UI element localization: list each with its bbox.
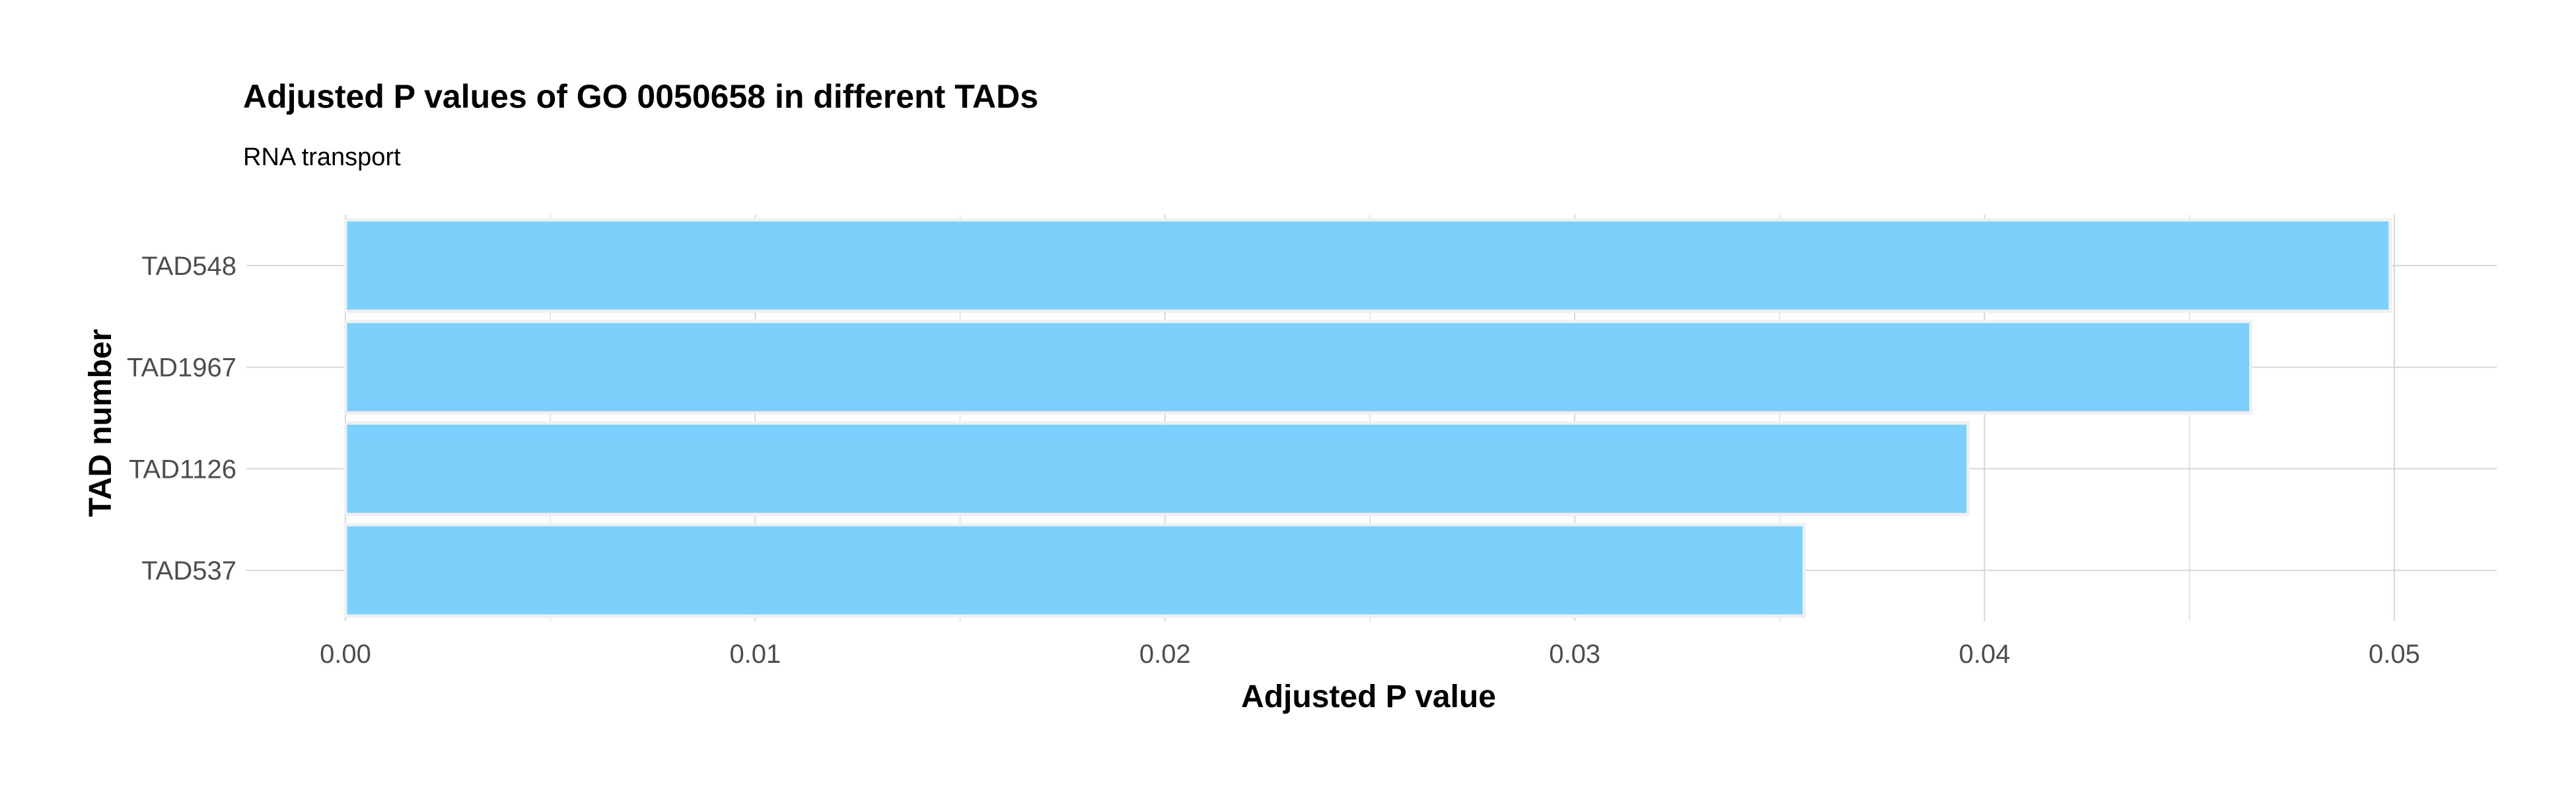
x-tick-label: 0.04 <box>1959 640 2011 669</box>
chart-subtitle: RNA transport <box>243 143 401 171</box>
y-axis-title: TAD number <box>83 329 118 517</box>
x-tick-label: 0.03 <box>1549 640 1600 669</box>
x-tick-label: 0.01 <box>729 640 781 669</box>
chart-title: Adjusted P values of GO 0050658 in diffe… <box>243 78 1038 115</box>
y-tick-label: TAD537 <box>141 556 236 585</box>
x-tick-label: 0.02 <box>1139 640 1191 669</box>
y-tick-label: TAD548 <box>141 252 236 281</box>
y-tick-label: TAD1967 <box>127 354 236 383</box>
bars <box>343 218 2392 618</box>
bar-tad1967 <box>343 319 2253 415</box>
bar-tad548 <box>343 218 2392 313</box>
bar-tad537 <box>343 523 1807 618</box>
bar-tad1126 <box>343 421 1970 517</box>
y-tick-label: TAD1126 <box>129 455 236 484</box>
x-tick-label: 0.00 <box>320 640 371 669</box>
x-axis-ticks: 0.00 0.01 0.02 0.03 0.04 0.05 <box>320 640 2420 669</box>
x-axis-title: Adjusted P value <box>1241 679 1496 714</box>
y-axis-ticks: TAD548 TAD1967 TAD1126 TAD537 <box>127 252 236 585</box>
x-tick-label: 0.05 <box>2369 640 2420 669</box>
